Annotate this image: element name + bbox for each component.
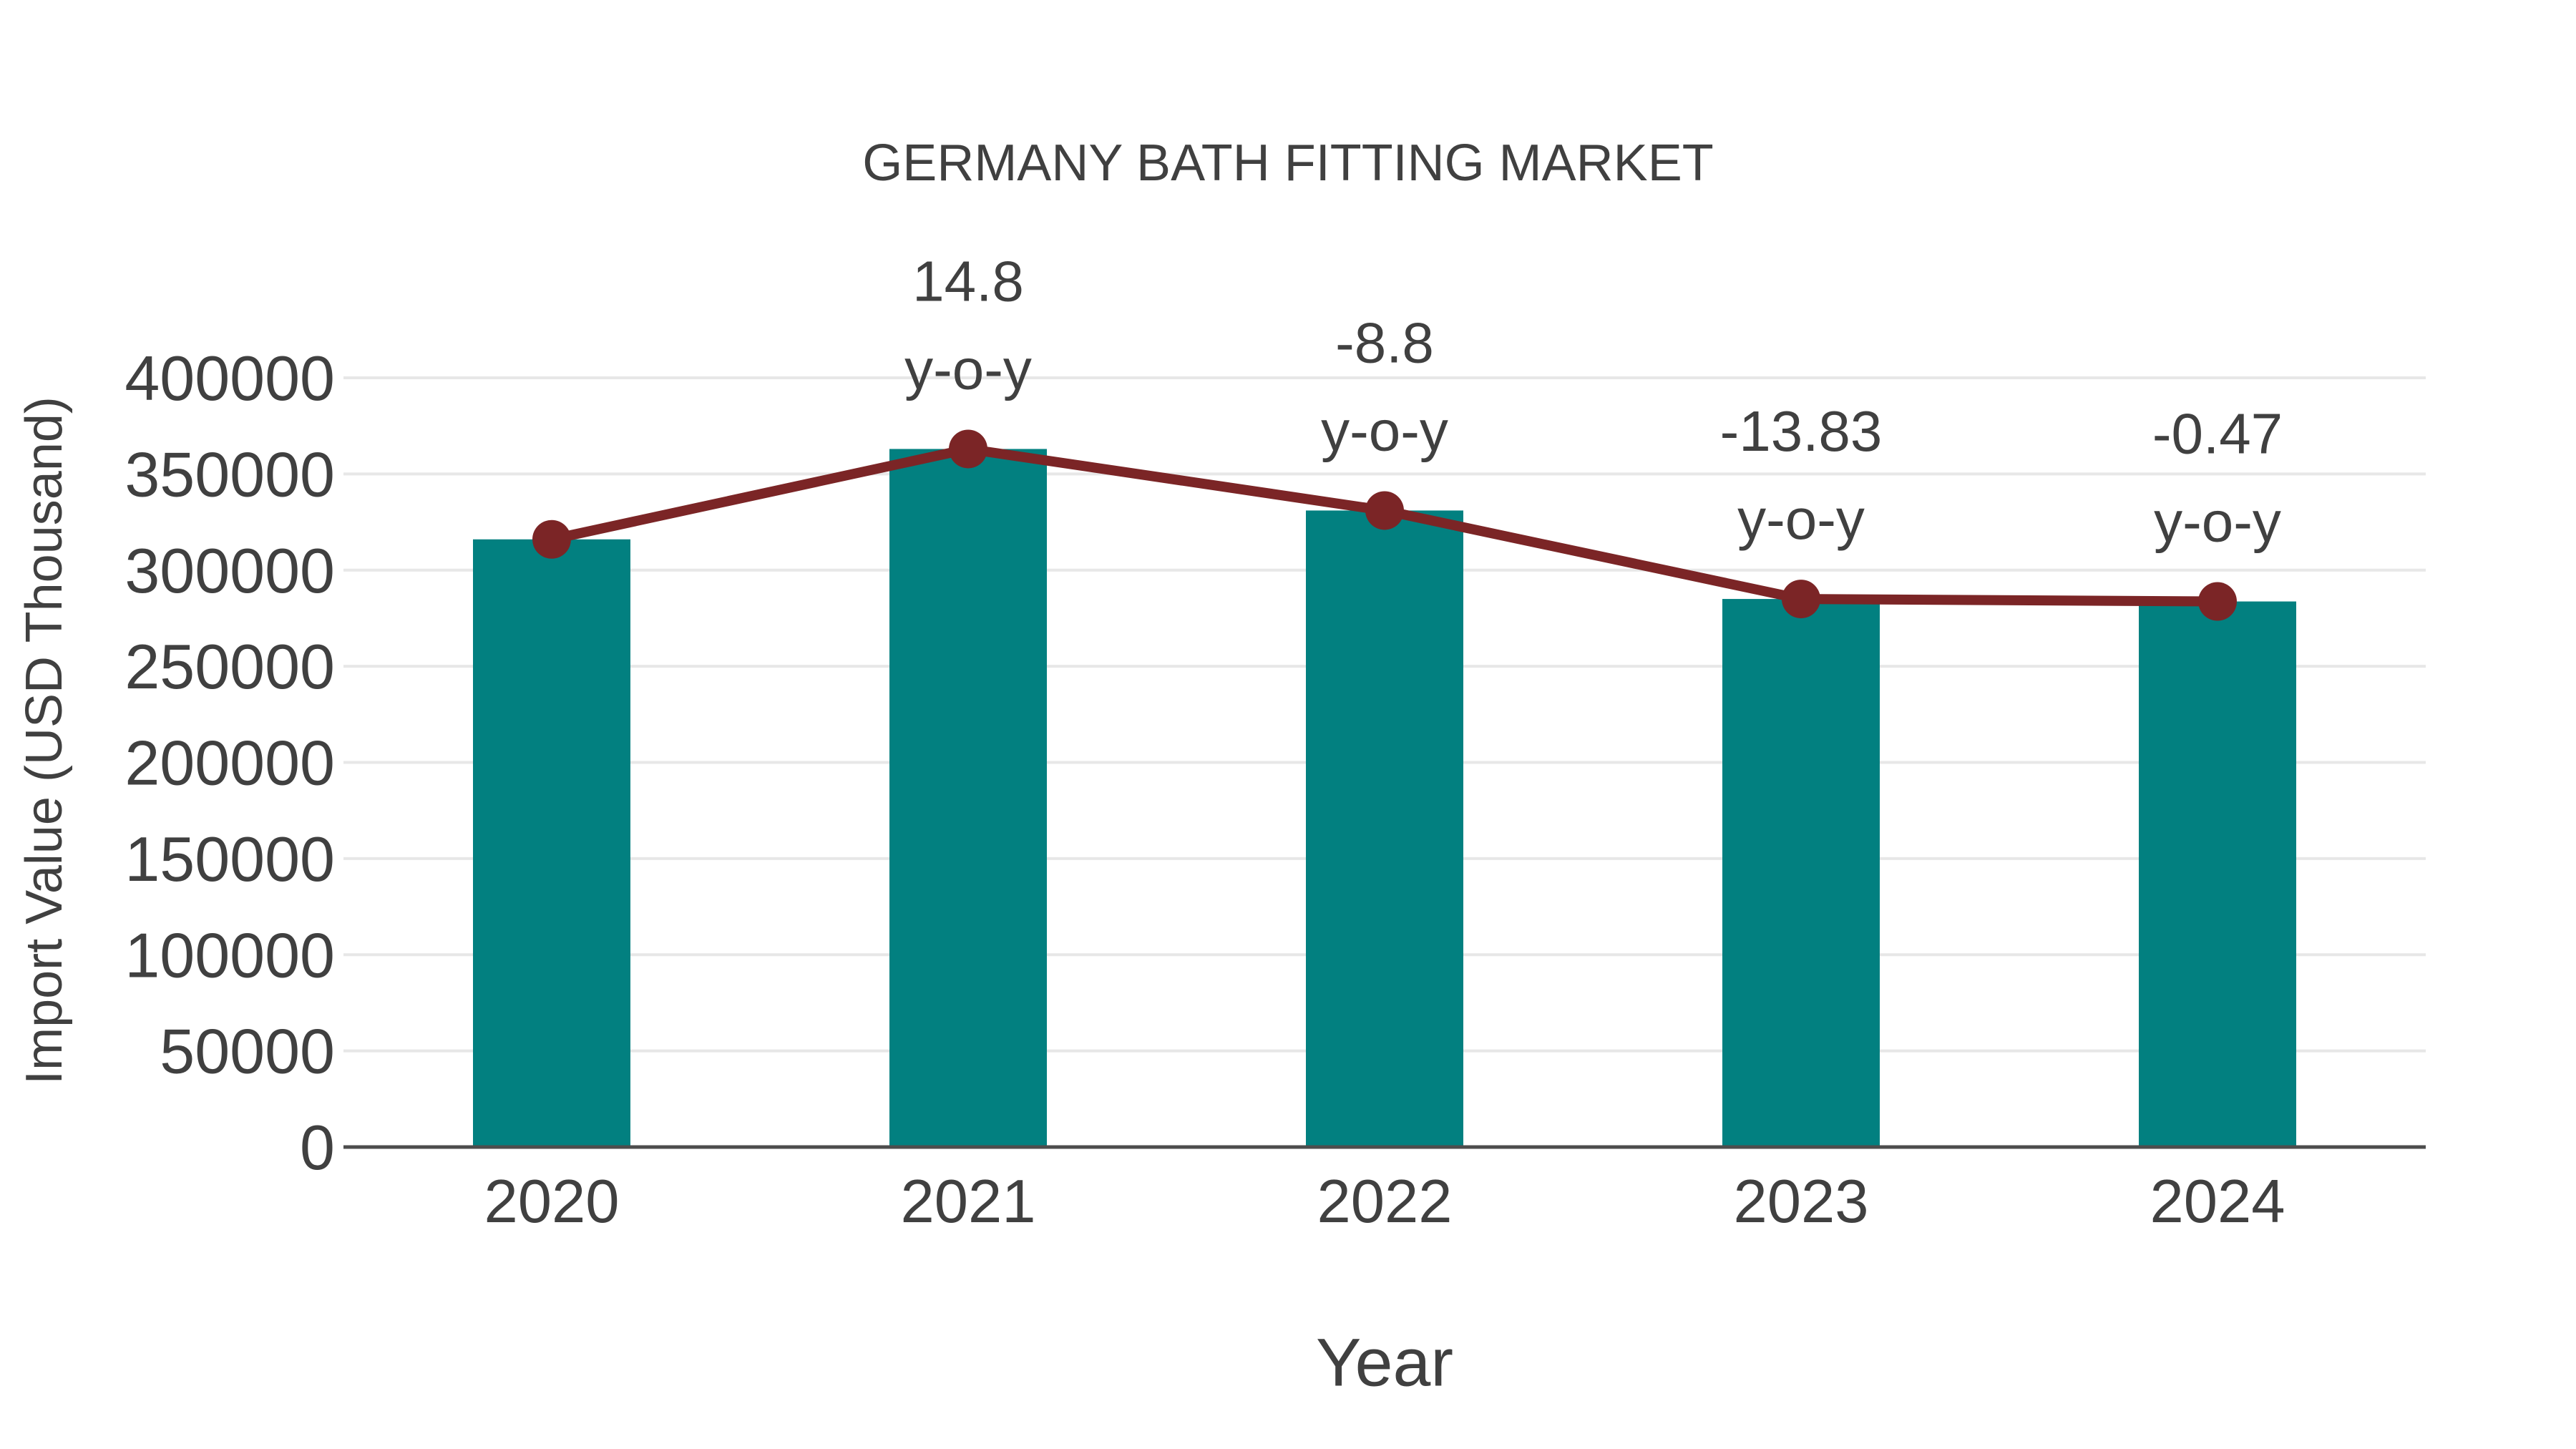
y-tick-label: 50000 [160, 1016, 335, 1087]
y-tick-label: 150000 [125, 824, 335, 894]
annotation-suffix: y-o-y [904, 337, 1032, 401]
annotation-suffix: y-o-y [1321, 399, 1448, 462]
x-tick-label: 2023 [1733, 1168, 1868, 1236]
y-tick-label: 250000 [125, 631, 335, 702]
annotation-value: -0.47 [2152, 402, 2283, 466]
x-tick-label: 2024 [2150, 1168, 2285, 1236]
y-axis-title: Import Value (USD Thousand) [16, 396, 73, 1085]
annotation-suffix: y-o-y [1737, 487, 1865, 551]
annotation-value: -13.83 [1720, 399, 1883, 463]
bar-2020 [473, 539, 630, 1147]
bar-2024 [2139, 601, 2296, 1147]
marker-2022 [1365, 491, 1404, 530]
y-tick-label: 100000 [125, 919, 335, 990]
y-tick-label: 350000 [125, 439, 335, 509]
x-axis-title: Year [1316, 1324, 1453, 1401]
bar-2021 [889, 449, 1047, 1147]
annotation-value: 14.8 [912, 249, 1024, 313]
y-tick-label: 300000 [125, 535, 335, 606]
chart-title: GERMANY BATH FITTING MARKET [862, 135, 1714, 192]
marker-2024 [2198, 582, 2237, 621]
marker-2021 [949, 429, 987, 469]
y-tick-label: 0 [300, 1112, 335, 1183]
bar-2022 [1306, 510, 1463, 1147]
annotation-value: -8.8 [1335, 311, 1434, 374]
x-tick-label: 2022 [1317, 1168, 1452, 1236]
y-tick-label: 400000 [125, 343, 335, 414]
marker-2023 [1782, 580, 1820, 619]
annotation-suffix: y-o-y [2154, 490, 2281, 554]
marker-2020 [532, 519, 571, 559]
x-tick-label: 2021 [900, 1168, 1035, 1236]
y-tick-label: 200000 [125, 728, 335, 799]
bar-2023 [1722, 599, 1880, 1147]
x-tick-label: 2020 [484, 1168, 619, 1236]
